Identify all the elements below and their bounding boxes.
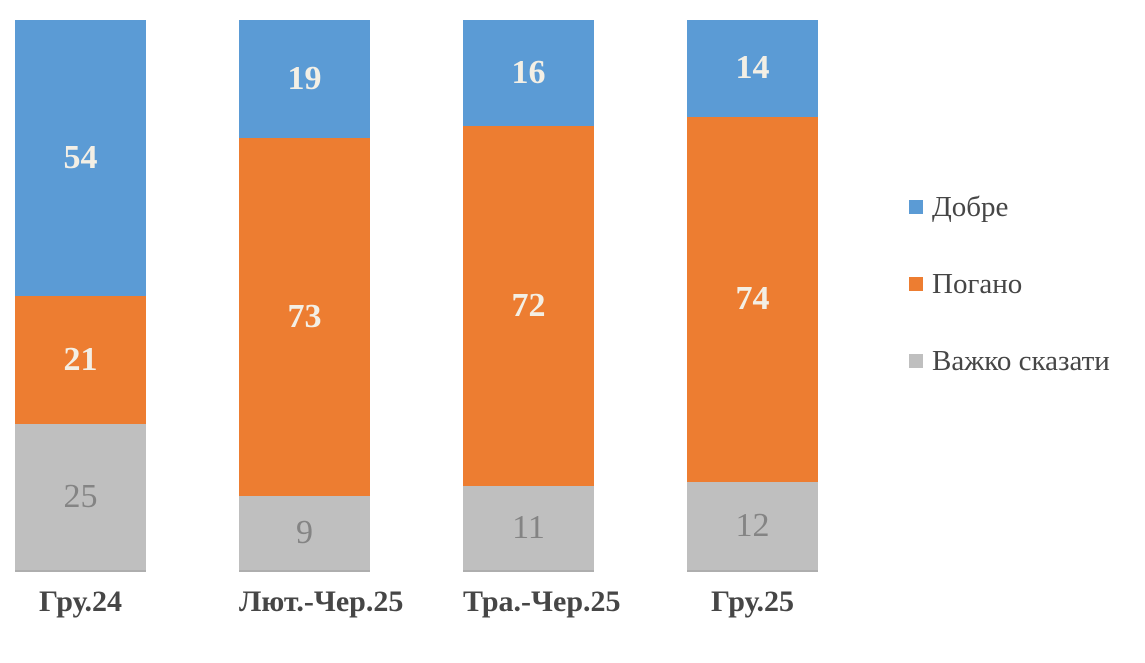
legend-swatch-blue-icon — [909, 200, 923, 214]
segment-pogano: 21 — [15, 295, 146, 424]
segment-vazhko-skazaty: 9 — [239, 496, 370, 570]
category-axis: Гру.24 Лют.-Чер.25 Тра.-Чер.25 Гру.25 — [15, 585, 818, 619]
legend-item-pogano: Погано — [909, 267, 1110, 301]
segment-vazhko-skazaty: 11 — [463, 486, 594, 570]
legend-swatch-gray-icon — [909, 354, 923, 368]
bar-column-gru24: 54 21 25 — [15, 20, 146, 572]
legend-item-dobre: Добре — [909, 190, 1110, 224]
segment-value-label: 11 — [512, 509, 545, 547]
legend-label: Добре — [932, 191, 1009, 223]
segment-vazhko-skazaty: 25 — [15, 424, 146, 570]
segment-pogano: 72 — [463, 126, 594, 487]
segment-value-label: 25 — [63, 478, 98, 515]
bar-column-tra-cher25: 16 72 11 — [463, 20, 594, 572]
legend-item-vazhko-skazaty: Важко сказати — [909, 344, 1110, 378]
category-label-tra-cher25: Тра.-Чер.25 — [463, 585, 621, 618]
segment-value-label: 9 — [296, 514, 313, 552]
segment-value-label: 54 — [63, 138, 98, 176]
bar-column-lyut-cher25: 19 73 9 — [239, 20, 370, 572]
segment-value-label: 19 — [287, 60, 322, 98]
segment-value-label: 74 — [735, 280, 770, 318]
category-label-gru25: Гру.25 — [711, 585, 794, 618]
segment-value-label: 73 — [287, 298, 322, 336]
bar-column-gru25: 14 74 12 — [687, 20, 818, 572]
segment-vazhko-skazaty: 12 — [687, 482, 818, 570]
segment-value-label: 12 — [735, 507, 770, 545]
segment-dobre: 14 — [687, 20, 818, 117]
segment-dobre: 19 — [239, 20, 370, 139]
segment-value-label: 14 — [735, 49, 770, 87]
segment-value-label: 16 — [511, 54, 546, 92]
segment-pogano: 74 — [687, 116, 818, 483]
category-label-lyut-cher25: Лют.-Чер.25 — [239, 585, 404, 618]
plot-area: 54 21 25 19 73 9 16 72 11 14 74 12 — [15, 20, 818, 572]
legend: Добре Погано Важко сказати — [909, 190, 1110, 378]
segment-dobre: 16 — [463, 20, 594, 127]
segment-value-label: 72 — [511, 287, 546, 325]
legend-label: Важко сказати — [932, 345, 1110, 377]
category-label-gru24: Гру.24 — [39, 585, 122, 618]
segment-value-label: 21 — [63, 340, 98, 378]
legend-swatch-orange-icon — [909, 277, 923, 291]
segment-dobre: 54 — [15, 20, 146, 296]
segment-pogano: 73 — [239, 138, 370, 497]
legend-label: Погано — [932, 268, 1023, 300]
